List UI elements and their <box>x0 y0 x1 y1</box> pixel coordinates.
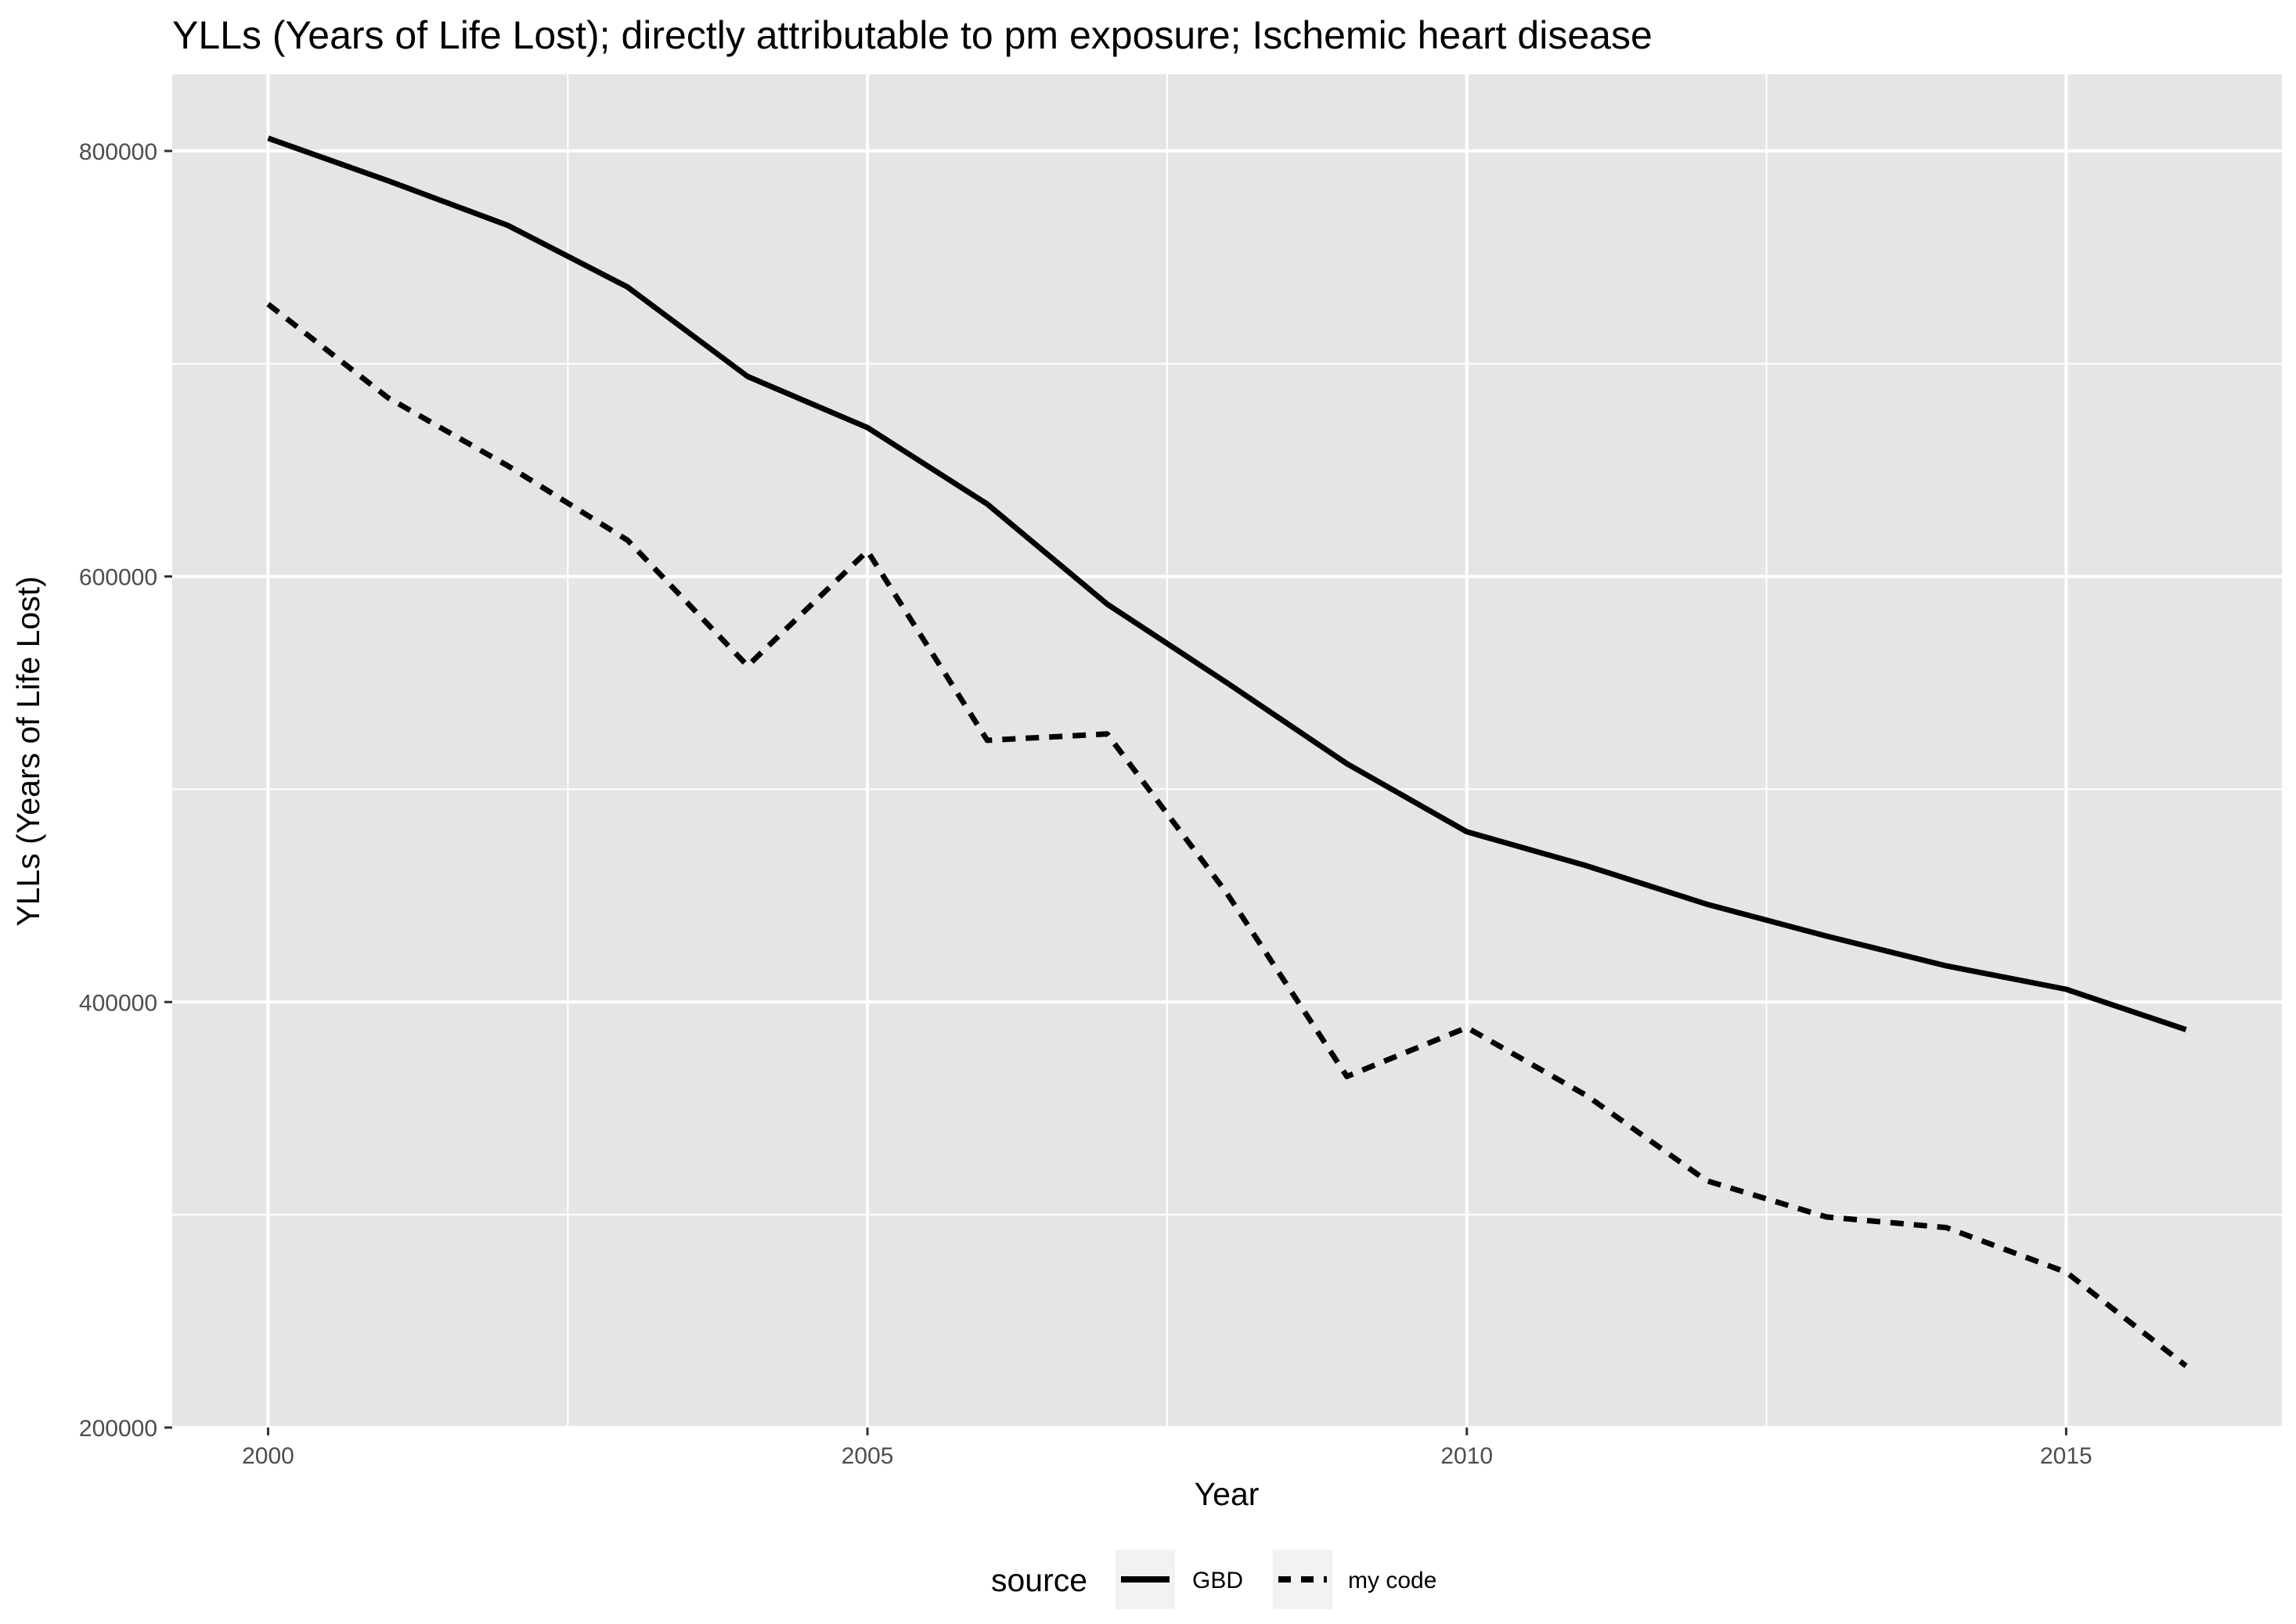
x-tick-label: 2005 <box>842 1443 894 1469</box>
y-tick-label: 400000 <box>79 990 157 1016</box>
y-tick-label: 600000 <box>79 565 157 591</box>
chart-title: YLLs (Years of Life Lost); directly attr… <box>172 13 1653 57</box>
grid-minor <box>172 74 2282 1428</box>
series-line-my-code <box>266 301 2188 1368</box>
x-tick-label: 2010 <box>1440 1443 1493 1469</box>
x-axis-title: Year <box>1195 1476 1260 1512</box>
legend-item-my-code: my code <box>1273 1550 1436 1609</box>
legend-title: source <box>991 1562 1087 1598</box>
x-tick-label: 2015 <box>2040 1443 2092 1469</box>
series-layer <box>266 135 2188 1368</box>
legend-label-my-code: my code <box>1348 1568 1436 1593</box>
y-tick-label: 800000 <box>79 139 157 165</box>
y-tick-label: 200000 <box>79 1416 157 1442</box>
plot-panel <box>172 74 2282 1428</box>
axis-ticks <box>164 149 2067 1435</box>
series-line-gbd <box>267 135 2187 1032</box>
legend-label-gbd: GBD <box>1192 1568 1243 1593</box>
tick-labels: 2000 2005 2010 2015 200000 400000 600000 800000 <box>79 139 2092 1469</box>
legend: source GBD my code <box>991 1550 1436 1609</box>
x-tick-label: 2000 <box>242 1443 294 1469</box>
grid-major <box>172 74 2282 1429</box>
legend-item-gbd: GBD <box>1116 1550 1243 1609</box>
y-axis-title: YLLs (Years of Life Lost) <box>10 576 46 926</box>
